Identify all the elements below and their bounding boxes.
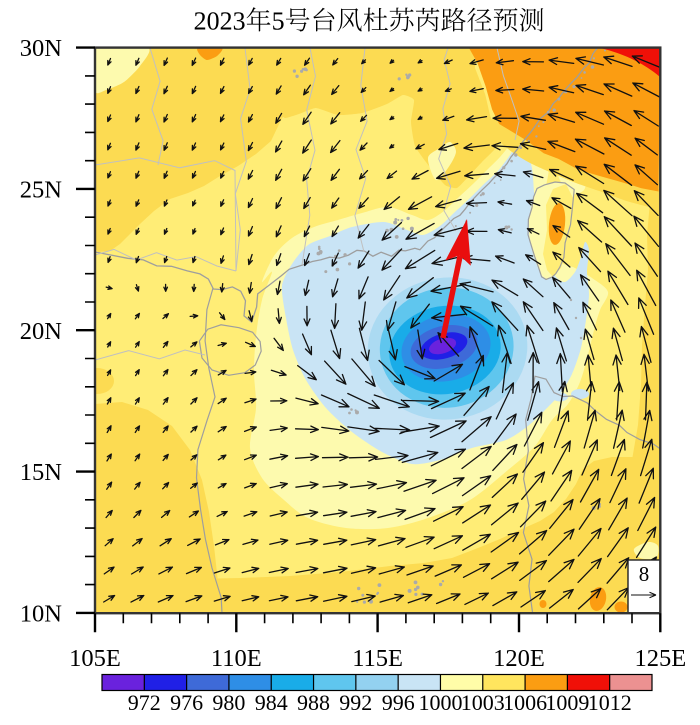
svg-text:1000: 1000 bbox=[419, 690, 463, 715]
svg-text:992: 992 bbox=[339, 690, 372, 715]
svg-text:988: 988 bbox=[297, 690, 330, 715]
svg-text:120E: 120E bbox=[493, 645, 545, 672]
svg-text:25N: 25N bbox=[20, 176, 63, 203]
svg-text:125E: 125E bbox=[634, 645, 686, 672]
svg-text:1009: 1009 bbox=[545, 690, 589, 715]
svg-text:105E: 105E bbox=[69, 645, 121, 672]
svg-text:15N: 15N bbox=[20, 459, 63, 486]
svg-text:984: 984 bbox=[255, 690, 288, 715]
svg-text:1003: 1003 bbox=[461, 690, 505, 715]
svg-text:980: 980 bbox=[212, 690, 245, 715]
svg-text:30N: 30N bbox=[20, 35, 63, 62]
svg-text:972: 972 bbox=[128, 690, 161, 715]
svg-text:1012: 1012 bbox=[588, 690, 632, 715]
svg-text:10N: 10N bbox=[20, 600, 63, 627]
svg-text:115E: 115E bbox=[352, 645, 403, 672]
svg-text:110E: 110E bbox=[211, 645, 262, 672]
svg-text:996: 996 bbox=[382, 690, 415, 715]
svg-text:8: 8 bbox=[639, 562, 650, 586]
svg-text:976: 976 bbox=[170, 690, 203, 715]
svg-text:20N: 20N bbox=[20, 318, 63, 345]
svg-text:1006: 1006 bbox=[503, 690, 547, 715]
